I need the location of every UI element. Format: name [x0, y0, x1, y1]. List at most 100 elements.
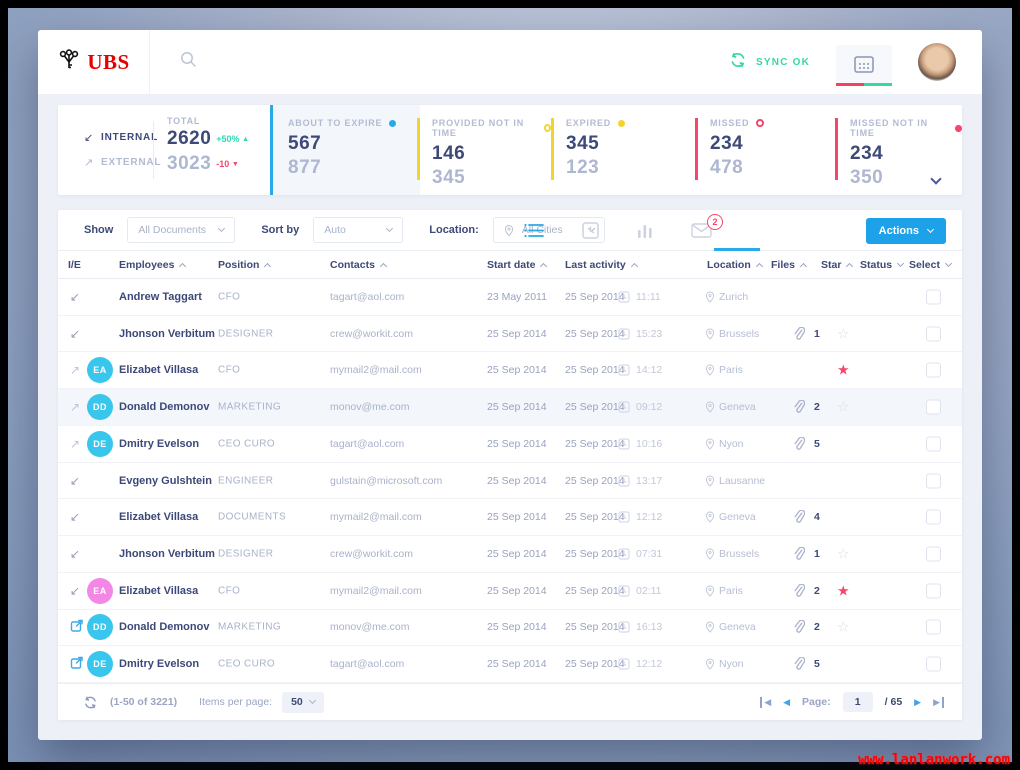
- star-icon[interactable]: ☆: [837, 325, 850, 342]
- column-header[interactable]: Status: [860, 259, 905, 271]
- paperclip-icon[interactable]: [793, 436, 805, 451]
- row-checkbox[interactable]: [926, 473, 941, 489]
- stat-card[interactable]: PROVIDED NOT IN TIME 146 345: [417, 105, 551, 195]
- star-icon[interactable]: ☆: [837, 398, 850, 415]
- paperclip-icon[interactable]: [793, 326, 805, 341]
- actions-button[interactable]: Actions: [865, 218, 946, 244]
- external-row[interactable]: ↗ EXTERNAL: [84, 156, 161, 169]
- contact-email[interactable]: monov@me.com: [330, 621, 410, 634]
- contact-email[interactable]: monov@me.com: [330, 401, 410, 414]
- contact-email[interactable]: tagart@aol.com: [330, 290, 405, 303]
- table-row[interactable]: ↙ Evgeny Gulshtein ENGINEER gulstain@micros…: [58, 463, 962, 500]
- employee-name[interactable]: Donald Demonov: [119, 401, 210, 414]
- row-checkbox[interactable]: [926, 289, 941, 305]
- stat-card[interactable]: EXPIRED 345 123: [551, 105, 695, 195]
- refresh-icon[interactable]: [83, 695, 98, 710]
- row-checkbox[interactable]: [926, 619, 941, 635]
- row-checkbox[interactable]: [926, 399, 941, 415]
- column-header[interactable]: Last activity: [565, 259, 638, 271]
- star-icon[interactable]: ★: [837, 582, 850, 599]
- items-per-page-dropdown[interactable]: 50: [282, 691, 324, 713]
- previous-page-button[interactable]: ◀: [783, 696, 791, 707]
- paperclip-icon[interactable]: [793, 510, 805, 524]
- list-view-icon[interactable]: [524, 223, 544, 238]
- status-dot-icon: [618, 119, 626, 127]
- employee-name[interactable]: Jhonson Verbitum: [119, 327, 215, 340]
- employee-name[interactable]: Elizabet Villasa: [119, 584, 199, 597]
- employee-name[interactable]: Evgeny Gulshtein: [119, 474, 212, 487]
- column-header[interactable]: Location: [707, 259, 763, 271]
- column-header[interactable]: Files: [771, 259, 807, 271]
- paperclip-icon[interactable]: [793, 583, 805, 598]
- chart-view-icon[interactable]: [637, 223, 653, 238]
- sync-icon[interactable]: [729, 51, 747, 74]
- row-checkbox[interactable]: [926, 546, 941, 562]
- column-header[interactable]: Contacts: [330, 259, 387, 271]
- column-header[interactable]: Position: [218, 259, 272, 271]
- contact-email[interactable]: gulstain@microsoft.com: [330, 474, 443, 487]
- table-row[interactable]: DE Dmitry Evelson CEO CURO tagart@aol.com 25…: [58, 646, 962, 684]
- employee-name[interactable]: Andrew Taggart: [119, 290, 202, 303]
- row-checkbox[interactable]: [926, 509, 941, 525]
- next-page-button[interactable]: ▶: [914, 696, 922, 707]
- table-row[interactable]: ↙ Elizabet Villasa DOCUMENTS mymail2@mail.c…: [58, 499, 962, 537]
- paperclip-icon[interactable]: [793, 400, 805, 414]
- user-avatar[interactable]: [918, 43, 956, 81]
- contact-email[interactable]: mymail2@mail.com: [330, 511, 422, 524]
- table-row[interactable]: ↙ EA Elizabet Villasa CFO mymail2@mail.com 25…: [58, 573, 962, 610]
- table-row[interactable]: DD Donald Demonov MARKETING monov@me.com 25 …: [58, 610, 962, 647]
- export-icon[interactable]: [70, 619, 84, 636]
- start-date: 25 Sep 2014: [487, 364, 547, 377]
- internal-row[interactable]: ↙ INTERNAL: [84, 131, 161, 144]
- row-checkbox[interactable]: [926, 362, 941, 378]
- table-row[interactable]: ↙ Andrew Taggart CFO tagart@aol.com 23 May 2…: [58, 279, 962, 316]
- last-activity-time: 14:12: [636, 364, 663, 377]
- employee-name[interactable]: Jhonson Verbitum: [119, 548, 215, 560]
- stat-card[interactable]: MISSED NOT IN TIME 234 350: [835, 105, 962, 195]
- star-icon[interactable]: ★: [837, 361, 850, 378]
- calendar-button[interactable]: [836, 44, 892, 83]
- row-checkbox[interactable]: [926, 326, 941, 342]
- table-row[interactable]: ↗ EA Elizabet Villasa CFO mymail2@mail.com 25…: [58, 352, 962, 390]
- page-input[interactable]: [842, 692, 873, 712]
- export-icon[interactable]: [70, 656, 84, 673]
- search-icon[interactable]: [180, 51, 197, 73]
- mail-icon[interactable]: 2: [691, 213, 723, 238]
- star-icon[interactable]: ☆: [837, 618, 850, 635]
- column-header[interactable]: I/E: [68, 259, 81, 271]
- paperclip-icon[interactable]: [793, 547, 805, 561]
- employee-name[interactable]: Dmitry Evelson: [119, 437, 200, 450]
- table-row[interactable]: ↗ DE Dmitry Evelson CEO CURO tagart@aol.com 2…: [58, 426, 962, 463]
- schedule-view-icon[interactable]: [582, 221, 599, 239]
- paperclip-icon[interactable]: [793, 620, 805, 634]
- stat-card[interactable]: ABOUT TO EXPIRE 567 877: [270, 105, 420, 195]
- contact-email[interactable]: tagart@aol.com: [330, 437, 405, 450]
- employee-name[interactable]: Donald Demonov: [119, 621, 210, 634]
- contact-email[interactable]: tagart@aol.com: [330, 658, 405, 671]
- employee-name[interactable]: Elizabet Villasa: [119, 511, 199, 524]
- paperclip-icon[interactable]: [793, 657, 805, 671]
- last-page-button[interactable]: ▶: [933, 696, 944, 708]
- show-dropdown[interactable]: All Documents: [127, 217, 236, 243]
- contact-email[interactable]: crew@workit.com: [330, 327, 414, 340]
- contact-email[interactable]: mymail2@mail.com: [330, 584, 422, 597]
- table-row[interactable]: ↙ Jhonson Verbitum DESIGNER crew@workit.com…: [58, 536, 962, 573]
- contact-email[interactable]: crew@workit.com: [330, 548, 414, 560]
- employee-name[interactable]: Dmitry Evelson: [119, 658, 200, 671]
- table-row[interactable]: ↗ DD Donald Demonov MARKETING monov@me.com 25…: [58, 389, 962, 426]
- column-header[interactable]: Star: [821, 259, 854, 271]
- sort-dropdown[interactable]: Auto: [313, 217, 404, 243]
- employee-name[interactable]: Elizabet Villasa: [119, 364, 199, 377]
- ubs-logo[interactable]: UBS: [38, 30, 150, 94]
- star-icon[interactable]: ☆: [837, 545, 850, 562]
- row-checkbox[interactable]: [926, 436, 941, 452]
- contact-email[interactable]: mymail2@mail.com: [330, 364, 422, 377]
- first-page-button[interactable]: ◀: [760, 696, 771, 708]
- stat-card[interactable]: MISSED 234 478: [695, 105, 835, 195]
- column-header[interactable]: Select: [909, 259, 952, 271]
- row-checkbox[interactable]: [926, 583, 941, 599]
- column-header[interactable]: Start date: [487, 259, 548, 271]
- column-header[interactable]: Employees: [119, 259, 187, 271]
- table-row[interactable]: ↙ Jhonson Verbitum DESIGNER crew@workit.com…: [58, 316, 962, 353]
- row-checkbox[interactable]: [926, 656, 941, 672]
